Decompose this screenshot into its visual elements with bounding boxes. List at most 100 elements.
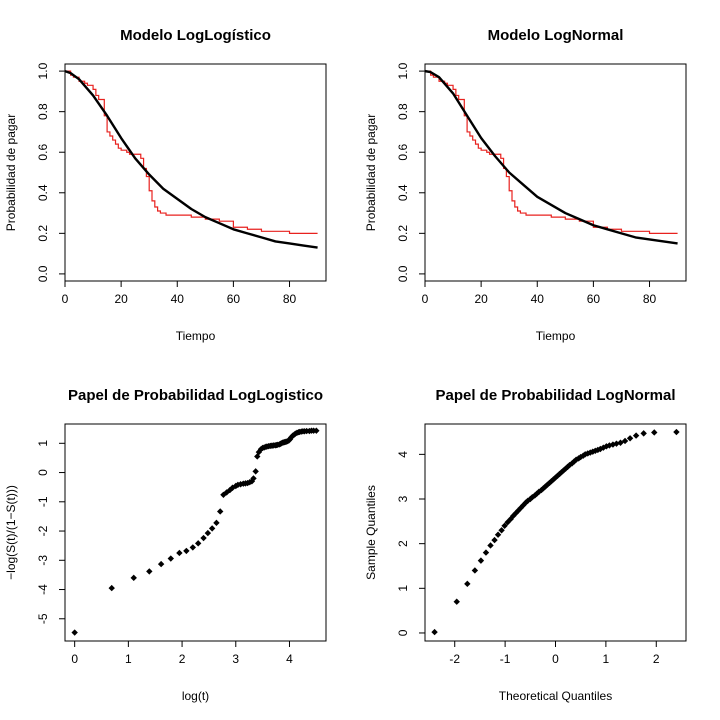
y-tick-label: 2 [396,540,410,547]
y-tick-label: 3 [396,495,410,502]
y-tick-label: 0.6 [36,144,50,161]
y-tick-label: -1 [36,496,50,507]
x-tick-label: 0 [422,292,429,306]
y-tick-label: 0.8 [36,103,50,120]
y-tick-label: 1 [396,585,410,592]
y-axis-label: Probabilidad de pagar [364,114,378,231]
x-tick-label: 0 [62,292,69,306]
x-tick-label: 80 [283,292,297,306]
data-point [520,502,527,509]
data-point [501,522,508,530]
plot-frame [424,423,687,642]
model-fit-line [65,69,318,249]
data-point [527,495,534,503]
data-point [626,435,634,442]
data-point [252,468,259,475]
y-axis-label: Probabilidad de pagar [4,114,18,231]
data-point [217,508,224,515]
survival-step-line [425,70,678,234]
data-point [200,534,207,542]
plot-area [65,69,318,249]
data-point [482,549,490,556]
data-point [487,542,494,549]
data-point [587,449,594,456]
x-tick-label: 4 [286,652,293,666]
plot-title: Papel de Probabilidad LogNormal [435,387,675,404]
plot-title: Papel de Probabilidad LogLogistico [68,387,323,404]
data-point [651,429,658,436]
data-point [515,507,522,514]
data-point [167,555,174,562]
data-point [640,430,647,437]
data-point [517,504,524,512]
data-point [632,432,640,439]
y-tick-label: -3 [36,555,50,566]
plot-area [425,69,678,245]
data-point [562,465,569,472]
plot-p2: Modelo LogNormal 0 20 40 60 80 0.0 0.2 0.4 0.6 0.8… [364,27,687,343]
y-tick-label: 0 [36,469,50,476]
data-point [566,461,573,469]
plot-p1: Modelo LogLogístico 0 20 40 60 80 0.0 0.2 0.4 0.6… [4,27,327,343]
data-point [498,527,505,534]
y-tick-label: 0.8 [396,103,410,120]
data-point [71,629,78,636]
data-point [603,443,610,450]
y-tick-label: -2 [36,525,50,536]
data-point [535,488,543,496]
data-point [609,441,617,448]
y-tick-label: -5 [36,613,50,624]
y-tick-label: 0.0 [396,265,410,282]
x-tick-label: -2 [449,652,460,666]
plot-title: Modelo LogNormal [488,27,624,44]
data-point [531,492,539,499]
y-tick-label: 0.2 [396,225,410,242]
plot-p3: Papel de Probabilidad LogLogistico 0 1 2 3 4 -… [4,387,327,703]
data-point [213,519,220,527]
y-tick-label: 0.4 [36,184,50,201]
data-point [194,540,202,547]
x-tick-label: 60 [587,292,601,306]
y-tick-label: 0.4 [396,184,410,201]
data-point [509,512,517,520]
data-point [673,428,680,436]
y-tick-label: 0.6 [396,144,410,161]
x-tick-label: 1 [125,652,132,666]
data-point [524,497,531,504]
x-axis-label: Tiempo [176,329,216,343]
data-point [464,580,471,588]
x-tick-label: 40 [171,292,185,306]
data-point [204,529,212,537]
data-point [313,427,320,434]
x-tick-label: 2 [179,652,186,666]
y-tick-label: 0.0 [36,265,50,282]
plot-area [431,428,680,636]
data-point [130,574,137,582]
x-tick-label: 0 [552,652,559,666]
plot-frame [424,63,687,282]
data-point [471,567,479,574]
y-tick-label: 0 [396,629,410,636]
x-tick-label: 20 [114,292,128,306]
data-point [250,475,257,482]
x-tick-label: 60 [227,292,241,306]
data-point [554,472,561,479]
data-point [183,547,190,555]
y-tick-label: -4 [36,584,50,595]
x-tick-label: 3 [232,652,239,666]
data-point [577,453,584,461]
y-tick-label: 1 [36,440,50,447]
y-tick-label: 1.0 [396,62,410,79]
x-tick-label: 2 [653,652,660,666]
data-point [542,483,549,490]
data-point [453,598,460,605]
x-tick-label: 20 [474,292,488,306]
data-point [589,448,596,455]
data-point [546,479,553,487]
data-point [108,584,115,592]
data-point [477,557,485,564]
data-point [613,440,620,447]
data-point [208,525,216,532]
x-tick-label: 1 [603,652,610,666]
